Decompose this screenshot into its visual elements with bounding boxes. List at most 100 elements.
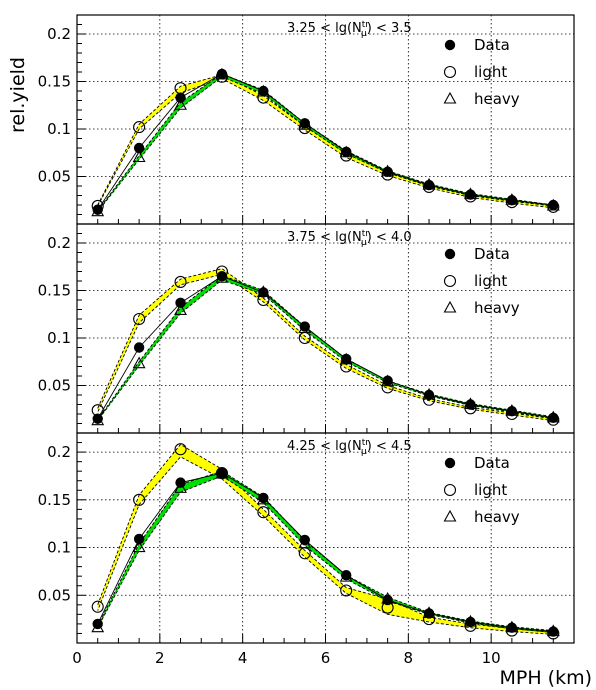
data-point bbox=[216, 271, 228, 282]
legend-light-marker bbox=[443, 274, 457, 288]
light-point bbox=[298, 331, 311, 345]
legend-data-marker bbox=[444, 248, 456, 260]
light-point bbox=[133, 121, 146, 134]
heavy-point bbox=[132, 150, 146, 163]
data-line bbox=[97, 73, 554, 211]
light-band-upper-edge bbox=[97, 268, 554, 420]
legend: Data light heavy bbox=[443, 454, 520, 526]
data-point bbox=[216, 68, 228, 80]
heavy-band-lower-edge bbox=[97, 475, 554, 633]
x-axis-ticks: 0 2 4 6 8 10 bbox=[72, 649, 500, 667]
data-point bbox=[92, 204, 103, 215]
x-axis-tick-marks bbox=[97, 424, 554, 433]
legend-heavy-label: heavy bbox=[474, 90, 520, 108]
panel-label: 3.25 < lg(Ntr μ) < 3.5 bbox=[287, 20, 412, 39]
light-band-upper-edge bbox=[97, 443, 554, 633]
data-point bbox=[382, 375, 393, 386]
data-point bbox=[506, 622, 518, 633]
data-point bbox=[216, 467, 228, 479]
y-tick-label: 0.1 bbox=[47, 329, 71, 347]
data-point bbox=[92, 413, 103, 424]
y-tick-label: 0.2 bbox=[47, 234, 71, 252]
y-tick-label: 0.2 bbox=[47, 443, 71, 461]
data-point bbox=[506, 405, 518, 417]
heavy-band-upper-edge bbox=[97, 470, 554, 632]
y-axis-ticks: 0.05 0.1 0.15 0.2 bbox=[38, 432, 86, 634]
heavy-point bbox=[174, 98, 187, 110]
panel-3: 0.05 0.1 0.15 0.2 4.25 < lg(Ntr μ) < 4.5 Data l… bbox=[38, 432, 575, 644]
data-point bbox=[506, 195, 518, 206]
panel-label: 3.75 < lg(Ntr μ) < 4.0 bbox=[287, 229, 412, 248]
y-tick-label: 0.15 bbox=[38, 282, 71, 300]
data-point bbox=[258, 85, 269, 97]
light-point bbox=[91, 600, 104, 613]
panel-label: 4.25 < lg(Ntr μ) < 4.5 bbox=[287, 438, 412, 457]
data-point bbox=[423, 389, 435, 401]
light-point bbox=[257, 506, 270, 519]
heavy-band-upper-edge bbox=[97, 73, 554, 211]
data-line bbox=[97, 275, 554, 419]
data-point bbox=[299, 118, 310, 129]
light-point bbox=[174, 275, 187, 289]
panel-1: 0.05 0.1 0.15 0.2 3.25 < lg(Ntr μ) < 3.5 Data l… bbox=[38, 14, 575, 225]
legend-heavy-label: heavy bbox=[474, 299, 520, 317]
data-point bbox=[299, 321, 310, 332]
x-tick-label: 2 bbox=[155, 649, 165, 667]
light-point bbox=[340, 584, 353, 597]
legend-heavy-label: heavy bbox=[474, 508, 520, 526]
data-point bbox=[341, 353, 352, 365]
light-point bbox=[133, 312, 146, 326]
legend-heavy-marker bbox=[443, 300, 457, 313]
data-point bbox=[133, 342, 145, 353]
data-point bbox=[465, 399, 476, 410]
legend-light-label: light bbox=[474, 481, 507, 499]
plot-area bbox=[91, 265, 560, 426]
x-axis-title: MPH (km) bbox=[499, 667, 592, 689]
y-tick-label: 0.15 bbox=[38, 73, 71, 91]
data-point bbox=[258, 287, 269, 298]
light-point bbox=[174, 443, 187, 456]
y-tick-label: 0.05 bbox=[38, 377, 71, 395]
y-axis-ticks: 0.05 0.1 0.15 0.2 bbox=[38, 223, 86, 424]
data-line bbox=[97, 472, 554, 632]
legend-data-marker bbox=[444, 39, 456, 51]
y-tick-label: 0.15 bbox=[38, 491, 71, 509]
legend-light-marker bbox=[443, 65, 457, 79]
data-point bbox=[548, 412, 559, 423]
grid bbox=[77, 15, 574, 224]
data-point bbox=[382, 594, 393, 606]
grid bbox=[77, 433, 574, 643]
data-point bbox=[548, 626, 559, 637]
legend-data-label: Data bbox=[474, 454, 510, 472]
light-band-lower-edge bbox=[97, 273, 554, 422]
x-axis-tick-marks bbox=[97, 215, 554, 224]
plot-area bbox=[91, 67, 560, 217]
heavy-band-lower-edge bbox=[97, 76, 554, 212]
legend-data-label: Data bbox=[474, 36, 510, 54]
light-band bbox=[97, 74, 554, 208]
heavy-band-lower-edge bbox=[97, 279, 554, 421]
data-point bbox=[341, 570, 352, 581]
y-tick-label: 0.05 bbox=[38, 168, 71, 186]
panel-2: 0.05 0.1 0.15 0.2 3.75 < lg(Ntr μ) < 4.0 Data l… bbox=[38, 223, 575, 434]
y-tick-label: 0.05 bbox=[38, 586, 71, 604]
legend-heavy-marker bbox=[443, 509, 457, 522]
legend-light-label: light bbox=[474, 63, 507, 81]
heavy-point bbox=[174, 481, 187, 493]
data-point bbox=[548, 199, 559, 211]
plot-area bbox=[91, 443, 560, 640]
x-tick-label: 4 bbox=[238, 649, 248, 667]
data-point bbox=[175, 297, 186, 309]
data-point bbox=[341, 146, 352, 157]
x-tick-label: 0 bbox=[72, 649, 82, 667]
data-point bbox=[175, 477, 186, 488]
light-band-lower-edge bbox=[97, 78, 554, 209]
data-point bbox=[133, 533, 145, 545]
data-point bbox=[382, 166, 393, 177]
y-tick-label: 0.1 bbox=[47, 539, 71, 557]
light-point bbox=[215, 467, 229, 480]
data-point bbox=[258, 492, 269, 504]
y-tick-label: 0.2 bbox=[47, 25, 71, 43]
light-point bbox=[133, 493, 146, 506]
legend-light-label: light bbox=[474, 272, 507, 290]
